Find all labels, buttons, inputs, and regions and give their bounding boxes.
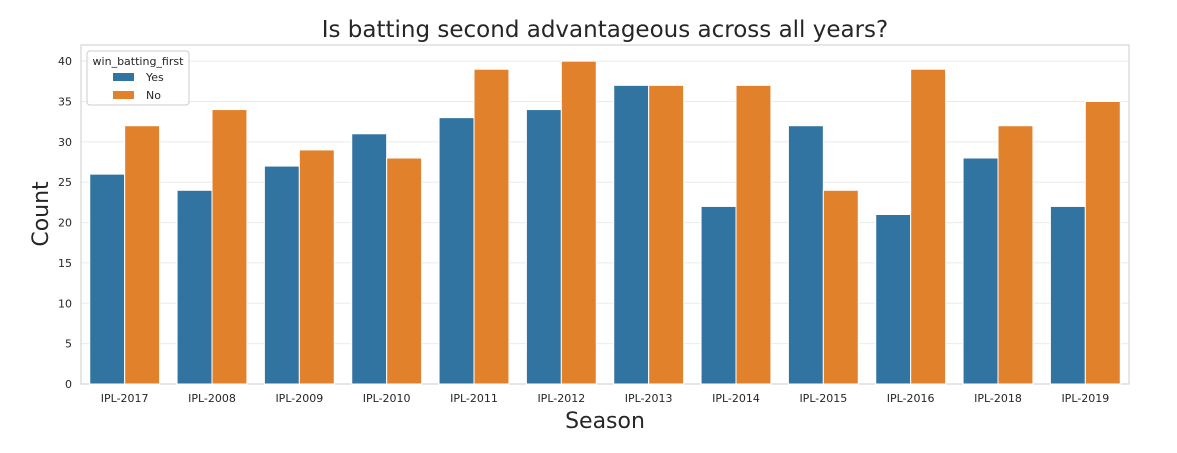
y-axis-label: Count — [29, 181, 54, 247]
bar-no — [822, 189, 859, 385]
y-tick-label: 25 — [58, 176, 72, 189]
bar-no — [211, 109, 248, 385]
x-tick-label: IPL-2010 — [363, 392, 411, 405]
bar-yes — [176, 189, 213, 385]
x-axis-ticks: IPL-2017 IPL-2008 IPL-2009 IPL-2010 IPL-2011… — [101, 392, 1109, 405]
bar-yes — [351, 133, 388, 385]
bar-yes — [1049, 205, 1086, 385]
bar-yes — [263, 165, 300, 385]
legend-swatch-no — [113, 91, 134, 99]
y-tick-label: 15 — [58, 257, 72, 270]
bar-no — [560, 60, 597, 385]
x-tick-label: IPL-2013 — [625, 392, 673, 405]
y-tick-label: 40 — [58, 55, 72, 68]
x-tick-label: IPL-2012 — [537, 392, 585, 405]
x-tick-label: IPL-2009 — [275, 392, 323, 405]
legend-swatch-yes — [113, 73, 134, 81]
x-tick-label: IPL-2015 — [799, 392, 847, 405]
x-tick-label: IPL-2014 — [712, 392, 760, 405]
plot-area — [80, 44, 1130, 385]
bar-yes — [613, 84, 650, 385]
bar-no — [735, 84, 772, 385]
bar-no — [997, 125, 1034, 385]
bar-no — [648, 84, 685, 385]
grid-lines — [81, 60, 1129, 385]
y-tick-label: 35 — [58, 96, 72, 109]
y-axis-ticks: 0 5 10 15 20 25 30 35 40 — [58, 55, 72, 391]
bar-no — [386, 157, 423, 385]
bar-yes — [89, 173, 126, 385]
bar-yes — [525, 109, 562, 385]
y-tick-label: 20 — [58, 217, 72, 230]
legend-label-yes: Yes — [145, 71, 164, 84]
y-tick-label: 5 — [65, 338, 72, 351]
chart-title: Is batting second advantageous across al… — [322, 17, 889, 43]
x-tick-label: IPL-2017 — [101, 392, 149, 405]
y-tick-label: 30 — [58, 136, 72, 149]
legend: win_batting_first Yes No — [86, 50, 190, 106]
y-tick-label: 10 — [58, 297, 72, 310]
bar-yes — [438, 117, 475, 385]
x-tick-label: IPL-2011 — [450, 392, 498, 405]
bar-yes — [700, 205, 737, 385]
legend-box — [86, 50, 190, 106]
bar-yes — [962, 157, 999, 385]
bar-yes — [787, 125, 824, 385]
legend-title: win_batting_first — [93, 55, 185, 68]
bar-no — [910, 68, 947, 385]
bar-yes — [875, 214, 912, 385]
bar-no — [298, 149, 335, 385]
legend-label-no: No — [146, 89, 161, 102]
x-tick-label: IPL-2016 — [887, 392, 935, 405]
y-tick-label: 0 — [65, 378, 72, 391]
x-tick-label: IPL-2018 — [974, 392, 1022, 405]
bar-no — [473, 68, 510, 385]
x-tick-label: IPL-2008 — [188, 392, 236, 405]
x-tick-label: IPL-2019 — [1061, 392, 1109, 405]
bars — [89, 60, 1121, 385]
x-axis-label: Season — [565, 409, 645, 434]
bar-no — [124, 125, 161, 385]
bar-no — [1084, 101, 1121, 385]
